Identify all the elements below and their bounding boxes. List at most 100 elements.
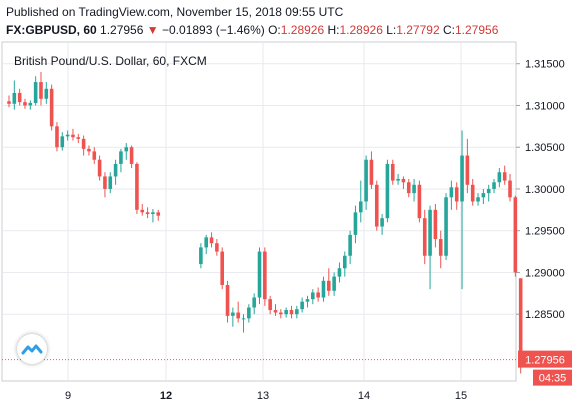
candle	[65, 130, 70, 141]
candle-body	[454, 187, 459, 202]
candle-body	[460, 155, 464, 202]
tradingview-logo	[17, 334, 47, 364]
candle	[492, 178, 496, 194]
candle-body	[23, 102, 27, 106]
candle-body	[17, 92, 22, 103]
candle-body	[97, 159, 102, 177]
candle	[55, 122, 59, 152]
candle-body	[295, 309, 299, 315]
candle-body	[92, 151, 97, 160]
candle-body	[65, 134, 70, 137]
close-value: 1.27956	[454, 23, 499, 37]
candle	[220, 247, 224, 290]
candle-body	[508, 180, 512, 198]
candle	[497, 168, 502, 188]
candle	[380, 214, 384, 235]
candle-body	[44, 88, 49, 99]
candle-body	[113, 163, 118, 177]
candle-body	[385, 163, 390, 219]
candle-body	[449, 187, 454, 198]
candle-body	[316, 292, 320, 298]
candle	[417, 180, 422, 223]
candle-body	[327, 280, 331, 291]
candle	[401, 176, 406, 189]
candle-body	[140, 209, 145, 213]
candle-body	[231, 312, 235, 316]
candle-body	[156, 212, 161, 216]
candle	[252, 293, 256, 315]
candle-body	[332, 276, 336, 291]
high-label: H:	[327, 23, 340, 37]
candle-body	[492, 182, 496, 189]
candle	[502, 165, 507, 185]
candle-body	[481, 193, 486, 198]
x-tick-label: 13	[257, 390, 269, 402]
candle	[33, 76, 38, 106]
candle	[28, 100, 33, 110]
candle-body	[87, 148, 91, 152]
candle	[236, 301, 240, 323]
x-tick-label: 15	[455, 390, 467, 402]
last-price-tag	[518, 350, 572, 368]
candle	[342, 251, 347, 277]
candle	[327, 268, 331, 296]
candle-body	[135, 163, 139, 210]
candle	[412, 178, 416, 202]
candle-body	[406, 182, 411, 194]
candle-body	[124, 147, 129, 152]
candle-body	[486, 188, 491, 194]
candle	[481, 188, 486, 204]
candle	[374, 180, 379, 231]
candle-body	[81, 138, 86, 149]
candle	[465, 138, 470, 194]
candle-body	[470, 184, 475, 202]
candle-body	[433, 209, 438, 240]
candle-body	[33, 82, 38, 103]
candle	[369, 151, 374, 189]
down-arrow-icon: ▼	[146, 23, 159, 37]
candle	[279, 309, 283, 319]
candle	[476, 193, 480, 206]
candle	[513, 195, 518, 277]
candle	[358, 180, 363, 223]
x-tick-label: 12	[160, 390, 172, 402]
candle-body	[273, 310, 278, 313]
candle-body	[76, 137, 81, 139]
candle-body	[284, 310, 288, 315]
candle-body	[337, 268, 342, 277]
candle	[39, 72, 43, 106]
plot-area	[1, 41, 517, 382]
candle-body	[396, 178, 400, 181]
candle	[92, 147, 97, 164]
candle-body	[129, 147, 134, 164]
candle	[428, 205, 432, 290]
candle-body	[28, 102, 33, 106]
last-price-tag-label: 1.27956	[525, 355, 565, 367]
candle	[486, 184, 491, 202]
candle-body	[12, 92, 17, 104]
candle-body	[236, 312, 240, 319]
candle-body	[108, 176, 113, 189]
candle	[209, 232, 214, 248]
candle	[140, 203, 145, 216]
candle-body	[358, 201, 363, 213]
candle-body	[342, 255, 347, 269]
candle	[225, 280, 230, 323]
candle-body	[119, 151, 123, 164]
candle	[199, 243, 203, 269]
candle-body	[263, 251, 267, 300]
candle	[305, 295, 310, 308]
candle	[263, 247, 267, 306]
candle	[321, 276, 326, 302]
candle	[444, 193, 448, 260]
candle	[348, 230, 352, 265]
candle	[145, 207, 150, 219]
candle-body	[71, 134, 75, 138]
candle	[119, 148, 123, 173]
candle	[12, 80, 17, 110]
candle	[71, 128, 75, 141]
candle	[316, 287, 320, 302]
candle-body	[247, 307, 251, 319]
candle-body	[364, 159, 368, 202]
